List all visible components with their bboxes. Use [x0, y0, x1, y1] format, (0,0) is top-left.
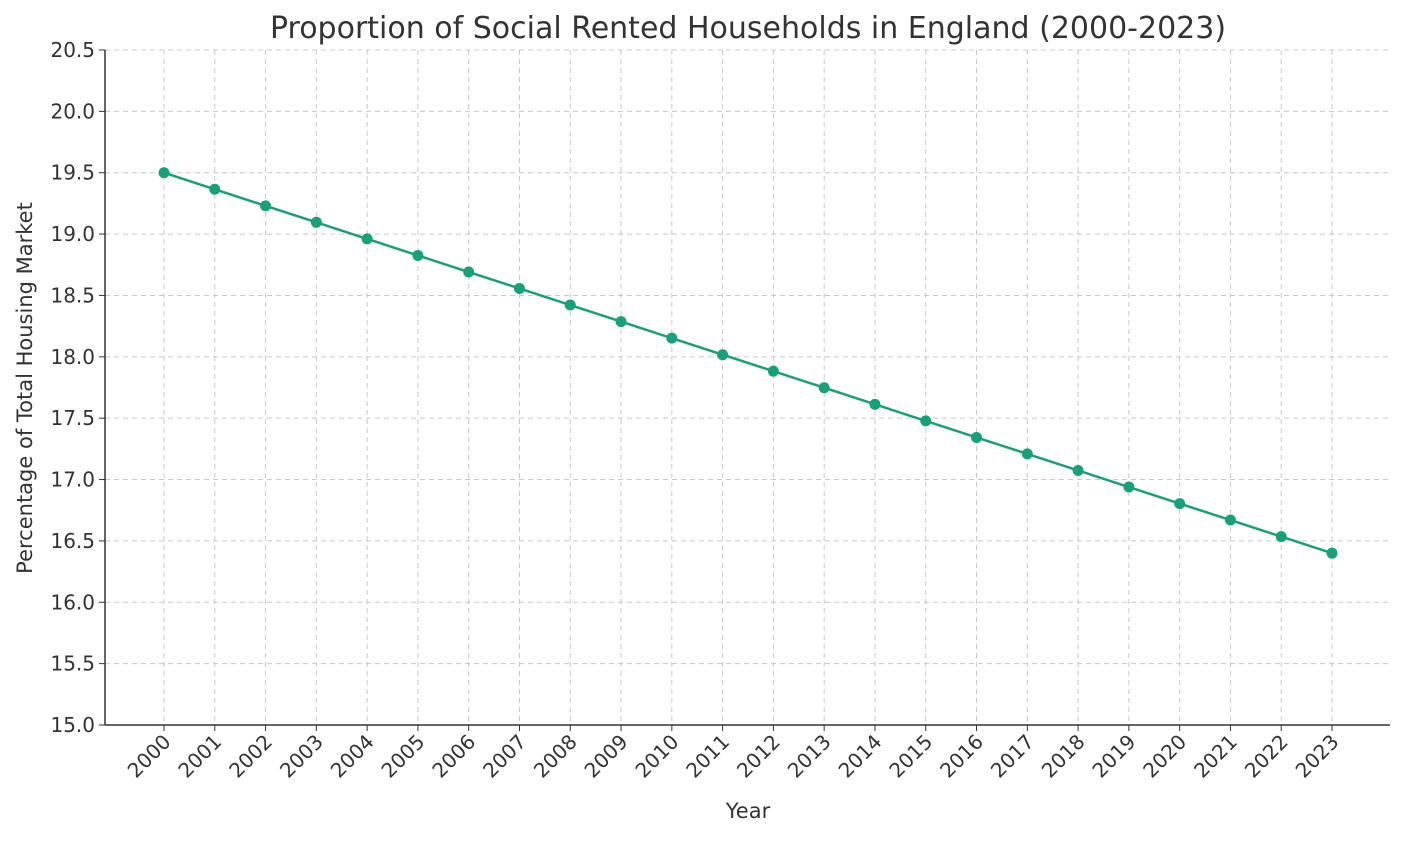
y-tick-label: 17.5: [50, 406, 95, 430]
x-tick-label: 2022: [1240, 730, 1293, 783]
y-tick-label: 18.0: [50, 345, 95, 369]
data-point-2023: [1326, 547, 1338, 559]
x-tick-label: 2020: [1138, 730, 1191, 783]
x-tick-label: 2002: [224, 730, 277, 783]
data-point-2001: [209, 183, 221, 195]
y-tick-label: 20.0: [50, 99, 95, 123]
data-point-2010: [666, 332, 678, 344]
data-point-2005: [412, 249, 424, 261]
y-tick-label: 16.0: [50, 590, 95, 614]
data-point-2013: [818, 382, 830, 394]
data-point-2006: [463, 266, 475, 278]
x-tick-label: 2011: [681, 730, 734, 783]
data-point-2021: [1224, 514, 1236, 526]
y-axis-label: Percentage of Total Housing Market: [13, 202, 37, 574]
x-tick-label: 2023: [1291, 730, 1344, 783]
data-point-2009: [615, 316, 627, 328]
data-point-2012: [767, 365, 779, 377]
x-tick-label: 2015: [884, 730, 937, 783]
y-tick-label: 19.0: [50, 222, 95, 246]
data-point-2011: [717, 349, 729, 361]
data-point-2004: [361, 233, 373, 245]
y-tick-label: 18.5: [50, 283, 95, 307]
series-line: [163, 171, 1333, 555]
y-tick-label: 15.0: [50, 713, 95, 737]
grid: [105, 49, 1390, 726]
data-point-2020: [1174, 498, 1186, 510]
data-point-2018: [1072, 464, 1084, 476]
x-tick-label: 2004: [326, 730, 379, 783]
data-point-2019: [1123, 481, 1135, 493]
data-point-2007: [513, 282, 525, 294]
x-axis: 2000200120022003200420052006200720082009…: [123, 725, 1344, 783]
data-point-2014: [869, 398, 881, 410]
y-tick-label: 19.5: [50, 161, 95, 185]
x-tick-label: 2003: [275, 730, 328, 783]
y-tick-label: 16.5: [50, 529, 95, 553]
x-tick-label: 2010: [630, 730, 683, 783]
y-tick-label: 20.5: [50, 38, 95, 62]
x-tick-label: 2013: [783, 730, 836, 783]
x-tick-label: 2008: [529, 730, 582, 783]
x-tick-label: 2009: [580, 730, 633, 783]
x-tick-label: 2001: [173, 730, 226, 783]
x-tick-label: 2000: [123, 730, 176, 783]
x-tick-label: 2007: [478, 730, 531, 783]
x-tick-label: 2019: [1087, 730, 1140, 783]
y-axis: 15.0 15.5 16.0 16.5 17.0 17.5 18.0 18.5 19.0 19.5…: [50, 38, 105, 737]
x-tick-label: 2014: [834, 730, 887, 783]
data-point-2022: [1275, 531, 1287, 543]
x-tick-label: 2018: [1037, 730, 1090, 783]
data-point-2016: [971, 431, 983, 443]
series: [158, 167, 1338, 559]
x-tick-label: 2016: [935, 730, 988, 783]
data-point-2002: [260, 200, 272, 212]
data-point-2003: [310, 216, 322, 228]
data-point-2008: [564, 299, 576, 311]
x-tick-label: 2012: [732, 730, 785, 783]
data-point-2000: [158, 167, 170, 179]
y-tick-label: 15.5: [50, 652, 95, 676]
data-point-2015: [920, 415, 932, 427]
x-tick-label: 2021: [1189, 730, 1242, 783]
x-tick-label: 2005: [376, 730, 429, 783]
x-tick-label: 2006: [427, 730, 480, 783]
data-point-2017: [1021, 448, 1033, 460]
y-tick-label: 17.0: [50, 468, 95, 492]
x-axis-label: Year: [725, 799, 771, 823]
x-tick-label: 2017: [986, 730, 1039, 783]
chart-title: Proportion of Social Rented Households i…: [270, 11, 1226, 46]
